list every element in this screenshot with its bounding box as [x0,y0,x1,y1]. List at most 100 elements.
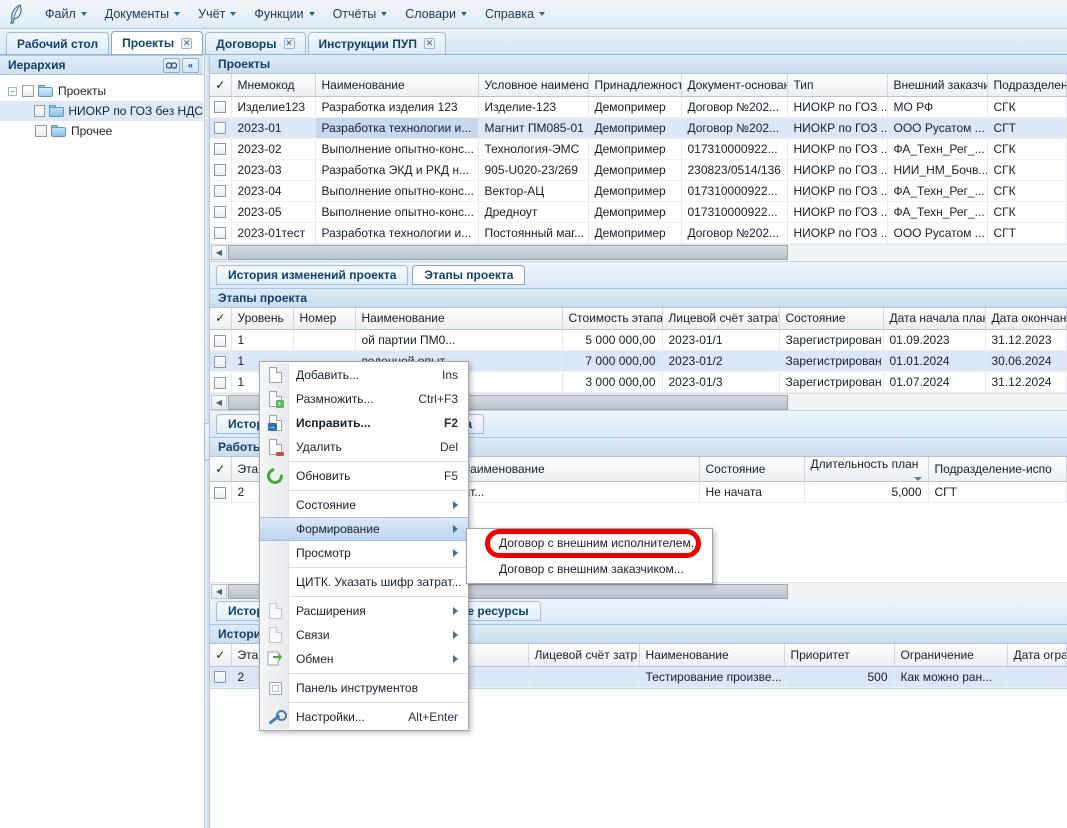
close-icon[interactable]: ✕ [423,38,435,49]
row-checkbox[interactable] [214,143,227,156]
tab-contracts[interactable]: Договоры ✕ [205,32,306,54]
table-row[interactable]: 2023-02 Выполнение опытно-конс... Технол… [210,138,1067,160]
col-name[interactable]: Наименование [355,307,563,330]
menu-file[interactable]: Файл [36,4,96,24]
table-row[interactable]: 1 веденной опыт... 7 000 000,00 2023-01/… [210,350,1067,372]
row-checkbox-cell[interactable] [210,666,232,688]
expander-icon[interactable]: − [6,85,19,98]
table-row[interactable]: 2023-01 Разработка технологии и... Магни… [210,117,1067,139]
row-checkbox-cell[interactable] [210,481,232,503]
tab-project-change-history[interactable]: История изменений проекта [216,264,409,285]
scroll-left-icon[interactable]: ◀ [211,245,227,260]
submenu-item-contract-external-performer[interactable]: Договор с внешним исполнителем... [467,530,712,556]
submenu-item-contract-external-customer[interactable]: Договор с внешним заказчиком... [467,556,712,582]
scroll-track[interactable] [789,584,1066,599]
row-checkbox-cell[interactable] [210,159,232,181]
col-cost-account[interactable]: Лицевой счёт затр [528,644,640,667]
row-checkbox-cell[interactable] [210,180,232,202]
table-row[interactable]: 2023-05 Выполнение опытно-конс... Дредно… [210,201,1067,223]
tree-checkbox[interactable] [33,105,46,117]
menu-item-citk-cost-code[interactable]: ЦИТК. Указать шифр затрат... [260,570,468,594]
row-checkbox-cell[interactable] [210,201,232,223]
col-base-document[interactable]: Документ-основан [681,74,788,97]
col-name[interactable]: Наименование [315,74,479,97]
row-checkbox-cell[interactable] [210,222,232,244]
scroll-left-icon[interactable]: ◀ [211,394,227,410]
table-row[interactable]: 2023-03 Разработка ЭКД и РКД н... 905-U0… [210,159,1067,181]
menu-reports[interactable]: Отчёты [324,4,397,24]
menu-item-state[interactable]: Состояние [260,493,468,517]
menu-functions[interactable]: Функции [245,4,323,24]
col-belonging[interactable]: Принадлежность [588,74,682,97]
row-checkbox-cell[interactable] [210,329,232,351]
close-icon[interactable]: ✕ [283,38,295,49]
tree-checkbox[interactable] [22,85,34,97]
col-number[interactable]: Номер [293,307,356,330]
row-checkbox[interactable] [214,355,227,368]
menu-item-toolbar[interactable]: Панель инструментов [260,676,468,700]
col-priority[interactable]: Приоритет [784,644,895,667]
col-name[interactable]: Наименование [639,644,785,667]
col-department[interactable]: Подразделение [987,74,1067,97]
menu-accounting[interactable]: Учёт [189,4,245,24]
select-all-column[interactable]: ✓ [210,307,232,330]
select-all-column[interactable]: ✓ [210,74,232,97]
table-row[interactable]: 2023-01тест Разработка технологии и... П… [210,222,1067,244]
menu-item-duplicate[interactable]: + Размножить... Ctrl+F3 [260,387,468,411]
col-state[interactable]: Состояние [699,457,805,482]
projects-hscrollbar[interactable]: ◀ [210,243,1067,261]
menu-item-add[interactable]: Добавить... Ins [260,363,468,387]
row-checkbox[interactable] [214,486,227,499]
splitter-grip[interactable] [204,422,210,461]
row-checkbox[interactable] [214,334,227,347]
select-all-column[interactable]: ✓ [210,457,232,482]
col-conditional-name[interactable]: Условное наименова [478,74,589,97]
row-checkbox-cell[interactable] [210,96,232,118]
vertical-splitter[interactable] [204,55,210,828]
tab-project-stages[interactable]: Этапы проекта [412,264,526,285]
col-type[interactable]: Тип [787,74,888,97]
table-row[interactable]: 2 Тестирование произве... 500 Как можно … [210,666,1067,688]
menu-item-edit[interactable]: → Исправить... F2 [260,411,468,435]
row-checkbox[interactable] [214,122,227,135]
menu-item-view[interactable]: Просмотр [260,541,468,565]
row-checkbox[interactable] [214,164,227,177]
tree-node-niokr[interactable]: НИОКР по ГОЗ без НДС [0,101,203,121]
menu-item-delete[interactable]: Удалить Del [260,435,468,459]
menu-item-refresh[interactable]: Обновить F5 [260,464,468,488]
menu-dictionaries[interactable]: Словари [396,4,476,24]
row-checkbox[interactable] [214,101,227,114]
row-checkbox[interactable] [214,206,227,219]
menu-documents[interactable]: Документы [96,4,189,24]
tree-checkbox[interactable] [35,125,47,137]
row-checkbox[interactable] [214,185,227,198]
row-checkbox-cell[interactable] [210,138,232,160]
tab-projects[interactable]: Проекты ✕ [111,31,204,54]
row-checkbox-cell[interactable] [210,371,232,393]
menu-item-links[interactable]: Связи [260,623,468,647]
tab-desktop[interactable]: Рабочий стол [6,32,110,54]
tab-instructions[interactable]: Инструкции ПУП ✕ [307,32,446,54]
menu-item-exchange[interactable]: Обмен [260,647,468,671]
menu-help[interactable]: Справка [476,4,554,24]
col-mnemocode[interactable]: Мнемокод [231,74,316,97]
select-all-column[interactable]: ✓ [210,644,232,667]
scroll-thumb[interactable] [228,245,788,260]
row-checkbox-cell[interactable] [210,117,232,139]
tree-node-projects[interactable]: − Проекты [0,81,203,101]
col-plan-end-date[interactable]: Дата окончани [985,307,1067,330]
find-icon[interactable] [163,57,180,73]
scroll-track[interactable] [789,245,1066,260]
col-constraint-date[interactable]: Дата ограничени [1007,644,1067,667]
col-constraint[interactable]: Ограничение [894,644,1008,667]
row-checkbox-cell[interactable] [210,350,232,372]
close-icon[interactable]: ✕ [181,37,193,49]
menu-item-formation[interactable]: Формирование [260,517,468,541]
scroll-left-icon[interactable]: ◀ [211,583,227,599]
col-name[interactable]: Наименование [455,457,700,482]
table-row[interactable]: Изделие123 Разработка изделия 123 Издели… [210,96,1067,118]
col-stage-cost[interactable]: Стоимость этапа [562,307,663,330]
row-checkbox[interactable] [214,227,227,240]
col-level[interactable]: Уровень [231,307,294,330]
col-state[interactable]: Состояние [779,307,884,330]
